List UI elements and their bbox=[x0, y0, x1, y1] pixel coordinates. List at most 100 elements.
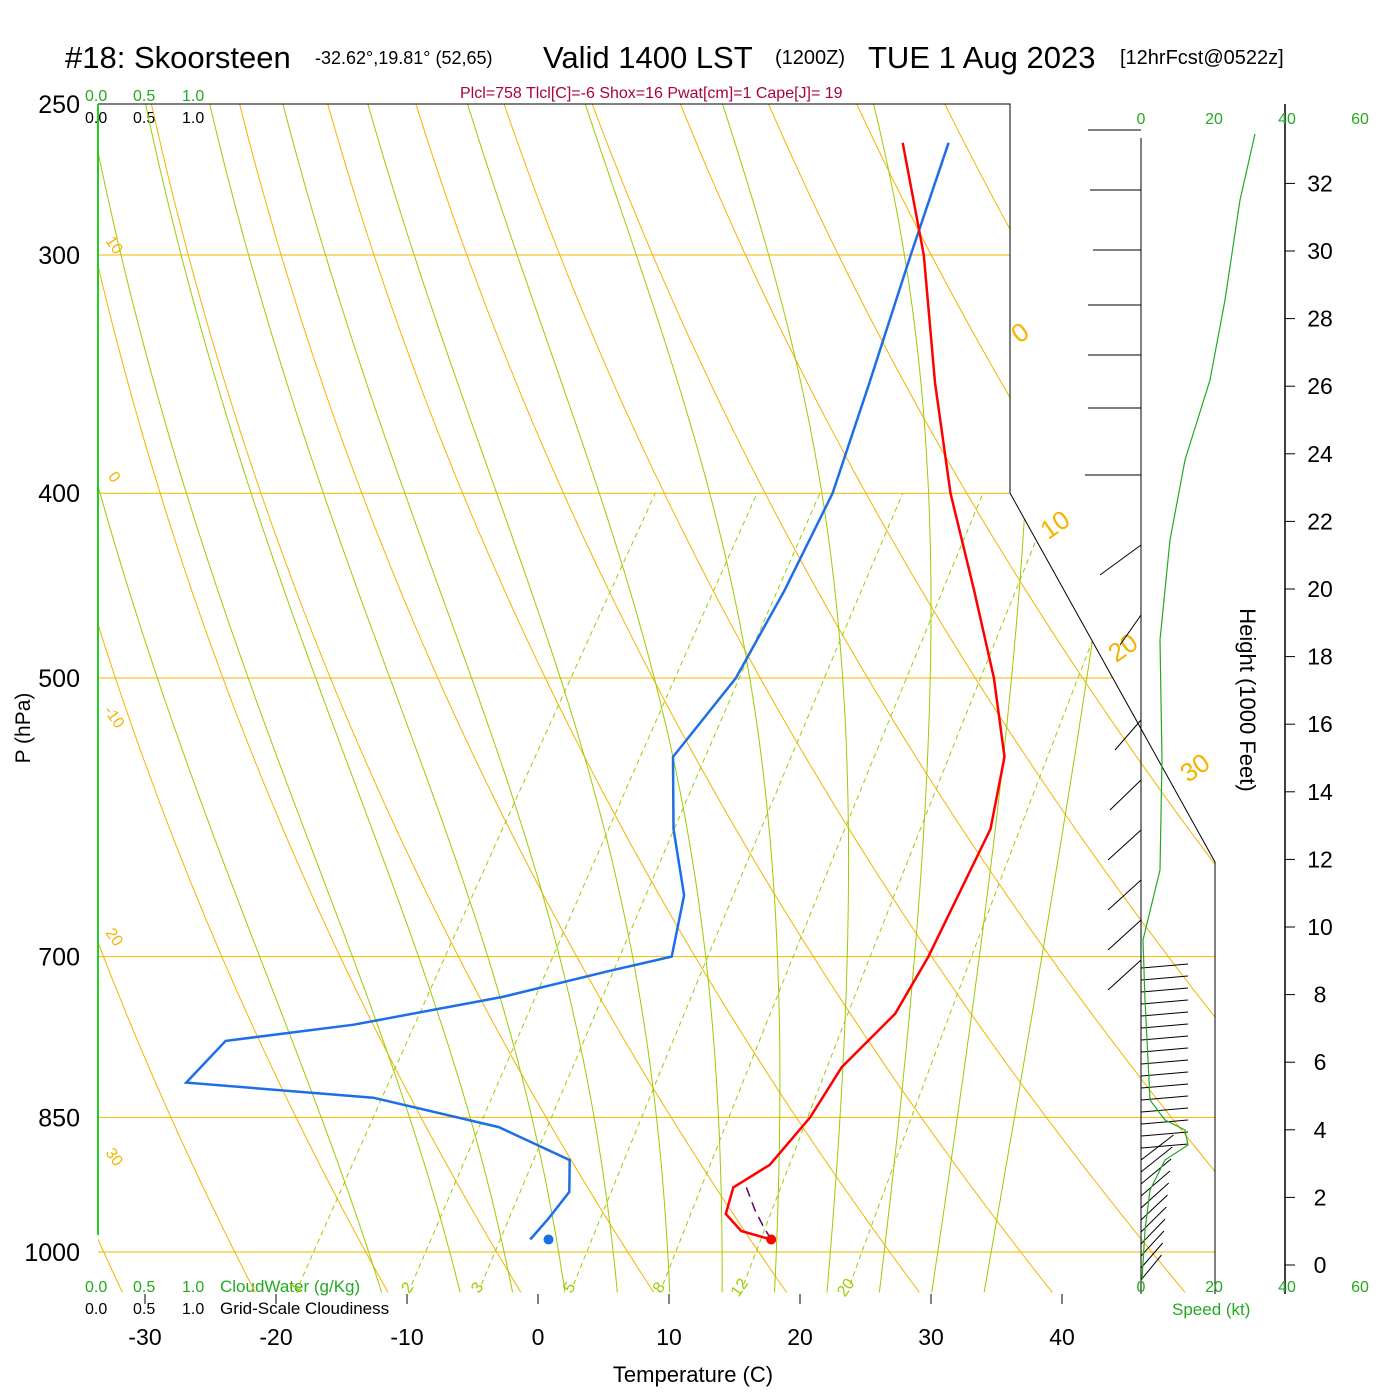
speed-tick-label: 20 bbox=[1205, 1279, 1223, 1296]
wind-barb bbox=[1140, 1095, 1189, 1101]
mixing-ratio-line bbox=[849, 493, 1151, 1285]
dry-adiabat-lines bbox=[98, 70, 1400, 1293]
moist-adiabat-line bbox=[145, 104, 513, 1293]
wind-barb bbox=[1119, 614, 1142, 646]
cloud-tick: 1.0 bbox=[182, 1279, 204, 1296]
height-tick-label: 4 bbox=[1314, 1117, 1327, 1143]
pressure-tick-label: 400 bbox=[38, 480, 80, 508]
wind-barb bbox=[1107, 919, 1142, 951]
cloud-tick: 1.0 bbox=[182, 88, 204, 105]
wind-speed-profile bbox=[1141, 133, 1256, 1281]
dry-adiabat-line bbox=[1014, 104, 1215, 1293]
height-tick-label: 8 bbox=[1314, 982, 1327, 1008]
moist-adiabat-line bbox=[282, 104, 618, 1293]
speed-tick-label: 60 bbox=[1351, 1279, 1369, 1296]
moist-adiabat-line bbox=[467, 104, 723, 1293]
station-coords: -32.62°,19.81° (52,65) bbox=[315, 48, 493, 68]
cloud-tick: 1.0 bbox=[182, 1301, 204, 1318]
wind-barb bbox=[1140, 1011, 1189, 1017]
wind-barb bbox=[1140, 1254, 1162, 1281]
mixing-ratio-line bbox=[411, 492, 758, 1285]
height-tick-label: 28 bbox=[1307, 306, 1333, 332]
cloud-tick: 0.0 bbox=[85, 1301, 107, 1318]
cloudiness-label: Grid-Scale Cloudiness bbox=[220, 1299, 389, 1318]
speed-tick-label: 0 bbox=[1137, 1279, 1146, 1296]
y-axis-label: P (hPa) bbox=[12, 693, 35, 764]
dry-adiabat-line bbox=[1277, 70, 1400, 1292]
wind-barb bbox=[1140, 1119, 1189, 1125]
wind-barb bbox=[1140, 1023, 1189, 1029]
moist-adiabat-line bbox=[722, 104, 850, 1293]
dewpoint-trace bbox=[183, 142, 950, 1241]
moist-adiabat-line bbox=[873, 104, 932, 1293]
wind-barb bbox=[1140, 1131, 1189, 1137]
dry-adiabat-label: 20 bbox=[1102, 627, 1143, 668]
mixing-ratio-label: 5 bbox=[560, 1279, 579, 1296]
mixing-ratio-label: 2 bbox=[398, 1279, 417, 1296]
mixing-ratio-label: 3 bbox=[468, 1279, 487, 1296]
height-tick-label: 14 bbox=[1307, 779, 1333, 805]
dry-adiabat-line bbox=[579, 104, 1215, 1293]
mixing-ratio-line bbox=[662, 493, 984, 1285]
dry-adiabat-line bbox=[492, 104, 1186, 1293]
dry-adiabat-label: -10 bbox=[100, 703, 127, 732]
wind-barb bbox=[1140, 1107, 1189, 1113]
speed-tick-label: 60 bbox=[1351, 111, 1369, 128]
cloud-scale-top: 0.0 0.5 1.0 0.0 0.5 1.0 bbox=[85, 88, 204, 127]
height-tick-label: 30 bbox=[1307, 238, 1333, 264]
moist-adiabat-lines bbox=[98, 104, 1151, 1293]
height-tick-label: 20 bbox=[1307, 576, 1333, 602]
plot-frame bbox=[98, 103, 1216, 1294]
wind-barb bbox=[1107, 879, 1142, 911]
height-tick-label: 26 bbox=[1307, 373, 1333, 399]
height-tick-label: 6 bbox=[1314, 1049, 1327, 1075]
pressure-tick-label: 850 bbox=[38, 1104, 80, 1132]
mixing-ratio-label: 20 bbox=[834, 1276, 858, 1300]
cloud-tick: 0.5 bbox=[133, 110, 155, 127]
pressure-tick-label: 700 bbox=[38, 944, 80, 972]
dry-adiabat-label: 30 bbox=[1174, 747, 1215, 788]
pressure-tick-label: 500 bbox=[38, 665, 80, 693]
mixing-ratio-line bbox=[573, 493, 904, 1285]
moist-adiabat-line bbox=[584, 104, 781, 1293]
wind-barb bbox=[1099, 544, 1142, 576]
cloud-tick: 0.0 bbox=[85, 88, 107, 105]
height-tick-label: 32 bbox=[1307, 170, 1333, 196]
wind-barb bbox=[1107, 959, 1142, 991]
wind-barb bbox=[1140, 1035, 1189, 1041]
forecast-info: [12hrFcst@0522z] bbox=[1120, 47, 1284, 69]
moist-adiabat-line bbox=[98, 104, 461, 1293]
x-axis-label: Temperature (C) bbox=[613, 1362, 773, 1387]
wind-barb bbox=[1140, 1218, 1166, 1245]
moist-adiabat-line bbox=[367, 104, 671, 1293]
wind-barb bbox=[1140, 1047, 1189, 1053]
station-title: #18: Skoorsteen bbox=[65, 40, 291, 75]
dry-adiabat-line bbox=[98, 104, 256, 1293]
wind-barb bbox=[1140, 1143, 1189, 1149]
wind-barb bbox=[1140, 1083, 1189, 1089]
wind-barb bbox=[1140, 975, 1189, 981]
wind-barb bbox=[1140, 963, 1189, 969]
mixing-ratio-lines bbox=[298, 492, 1151, 1285]
wind-barb bbox=[1140, 1182, 1170, 1209]
dry-adiabat-line bbox=[753, 104, 1215, 1293]
pressure-tick-label: 250 bbox=[38, 91, 80, 119]
cloud-tick: 1.0 bbox=[182, 110, 204, 127]
wind-barb bbox=[1140, 1158, 1172, 1185]
dry-adiabat-label: 20 bbox=[102, 925, 126, 949]
height-tick-label: 0 bbox=[1314, 1252, 1327, 1278]
height-tick-label: 12 bbox=[1307, 846, 1333, 872]
wind-barb bbox=[1140, 1059, 1189, 1065]
dry-adiabat-label: 10 bbox=[102, 233, 126, 257]
height-tick-label: 22 bbox=[1307, 508, 1333, 534]
pressure-tick-label: 1000 bbox=[24, 1239, 80, 1267]
wind-barb bbox=[1140, 1230, 1165, 1257]
surface-temperature-dot bbox=[766, 1234, 777, 1245]
mixing-ratio-line bbox=[298, 492, 656, 1285]
dry-adiabat-line bbox=[143, 104, 655, 1293]
dry-adiabat-line bbox=[1189, 104, 1215, 1293]
